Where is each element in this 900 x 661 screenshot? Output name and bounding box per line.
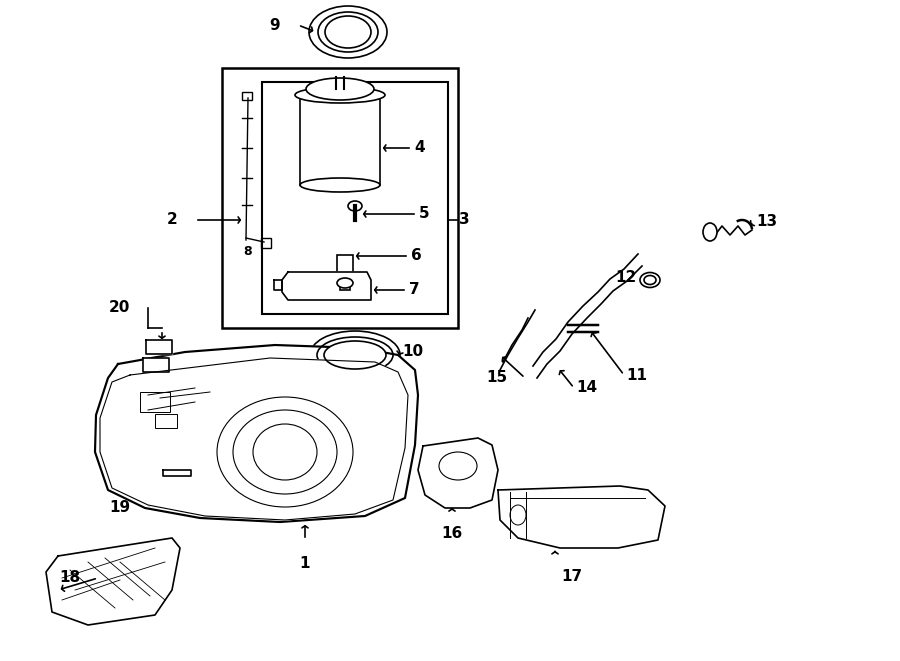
Text: 10: 10	[402, 344, 423, 360]
Text: 17: 17	[562, 569, 582, 584]
Polygon shape	[282, 272, 371, 300]
Ellipse shape	[300, 178, 380, 192]
Text: 19: 19	[109, 500, 130, 516]
Ellipse shape	[348, 201, 362, 211]
Ellipse shape	[306, 78, 374, 100]
Text: 12: 12	[616, 270, 637, 286]
Text: 6: 6	[411, 249, 422, 264]
Text: 5: 5	[419, 206, 429, 221]
Polygon shape	[95, 345, 418, 522]
Ellipse shape	[640, 272, 660, 288]
Ellipse shape	[325, 16, 371, 48]
Polygon shape	[163, 470, 191, 476]
Bar	[300, 95, 380, 185]
Ellipse shape	[309, 6, 387, 58]
Text: 18: 18	[58, 570, 80, 586]
Bar	[155, 414, 177, 428]
Ellipse shape	[317, 337, 393, 373]
Polygon shape	[498, 486, 665, 548]
Text: 7: 7	[409, 282, 419, 297]
Polygon shape	[274, 280, 282, 290]
Text: 1: 1	[300, 556, 310, 571]
Bar	[140, 392, 170, 412]
Ellipse shape	[295, 87, 385, 103]
Ellipse shape	[310, 331, 400, 379]
Bar	[261, 238, 271, 248]
Text: 13: 13	[756, 215, 777, 229]
Ellipse shape	[337, 278, 353, 288]
Ellipse shape	[644, 276, 656, 284]
Ellipse shape	[318, 12, 378, 52]
Polygon shape	[418, 438, 498, 508]
Text: 8: 8	[244, 245, 252, 258]
Polygon shape	[146, 340, 172, 354]
Ellipse shape	[703, 223, 717, 241]
Bar	[340, 282, 350, 290]
Text: 9: 9	[269, 17, 280, 32]
Text: 2: 2	[166, 212, 177, 227]
Polygon shape	[46, 538, 180, 625]
Text: 14: 14	[576, 381, 597, 395]
Text: 15: 15	[486, 371, 507, 385]
Bar	[262, 82, 448, 314]
Ellipse shape	[324, 341, 386, 369]
Text: 16: 16	[441, 526, 463, 541]
Polygon shape	[143, 358, 169, 372]
Bar	[222, 68, 458, 328]
Bar	[242, 92, 252, 100]
Text: 11: 11	[626, 368, 647, 383]
Polygon shape	[100, 358, 408, 520]
Polygon shape	[533, 254, 642, 378]
Text: 3: 3	[459, 212, 470, 227]
Text: 4: 4	[414, 141, 425, 155]
Text: 20: 20	[109, 301, 130, 315]
Bar	[337, 255, 353, 283]
